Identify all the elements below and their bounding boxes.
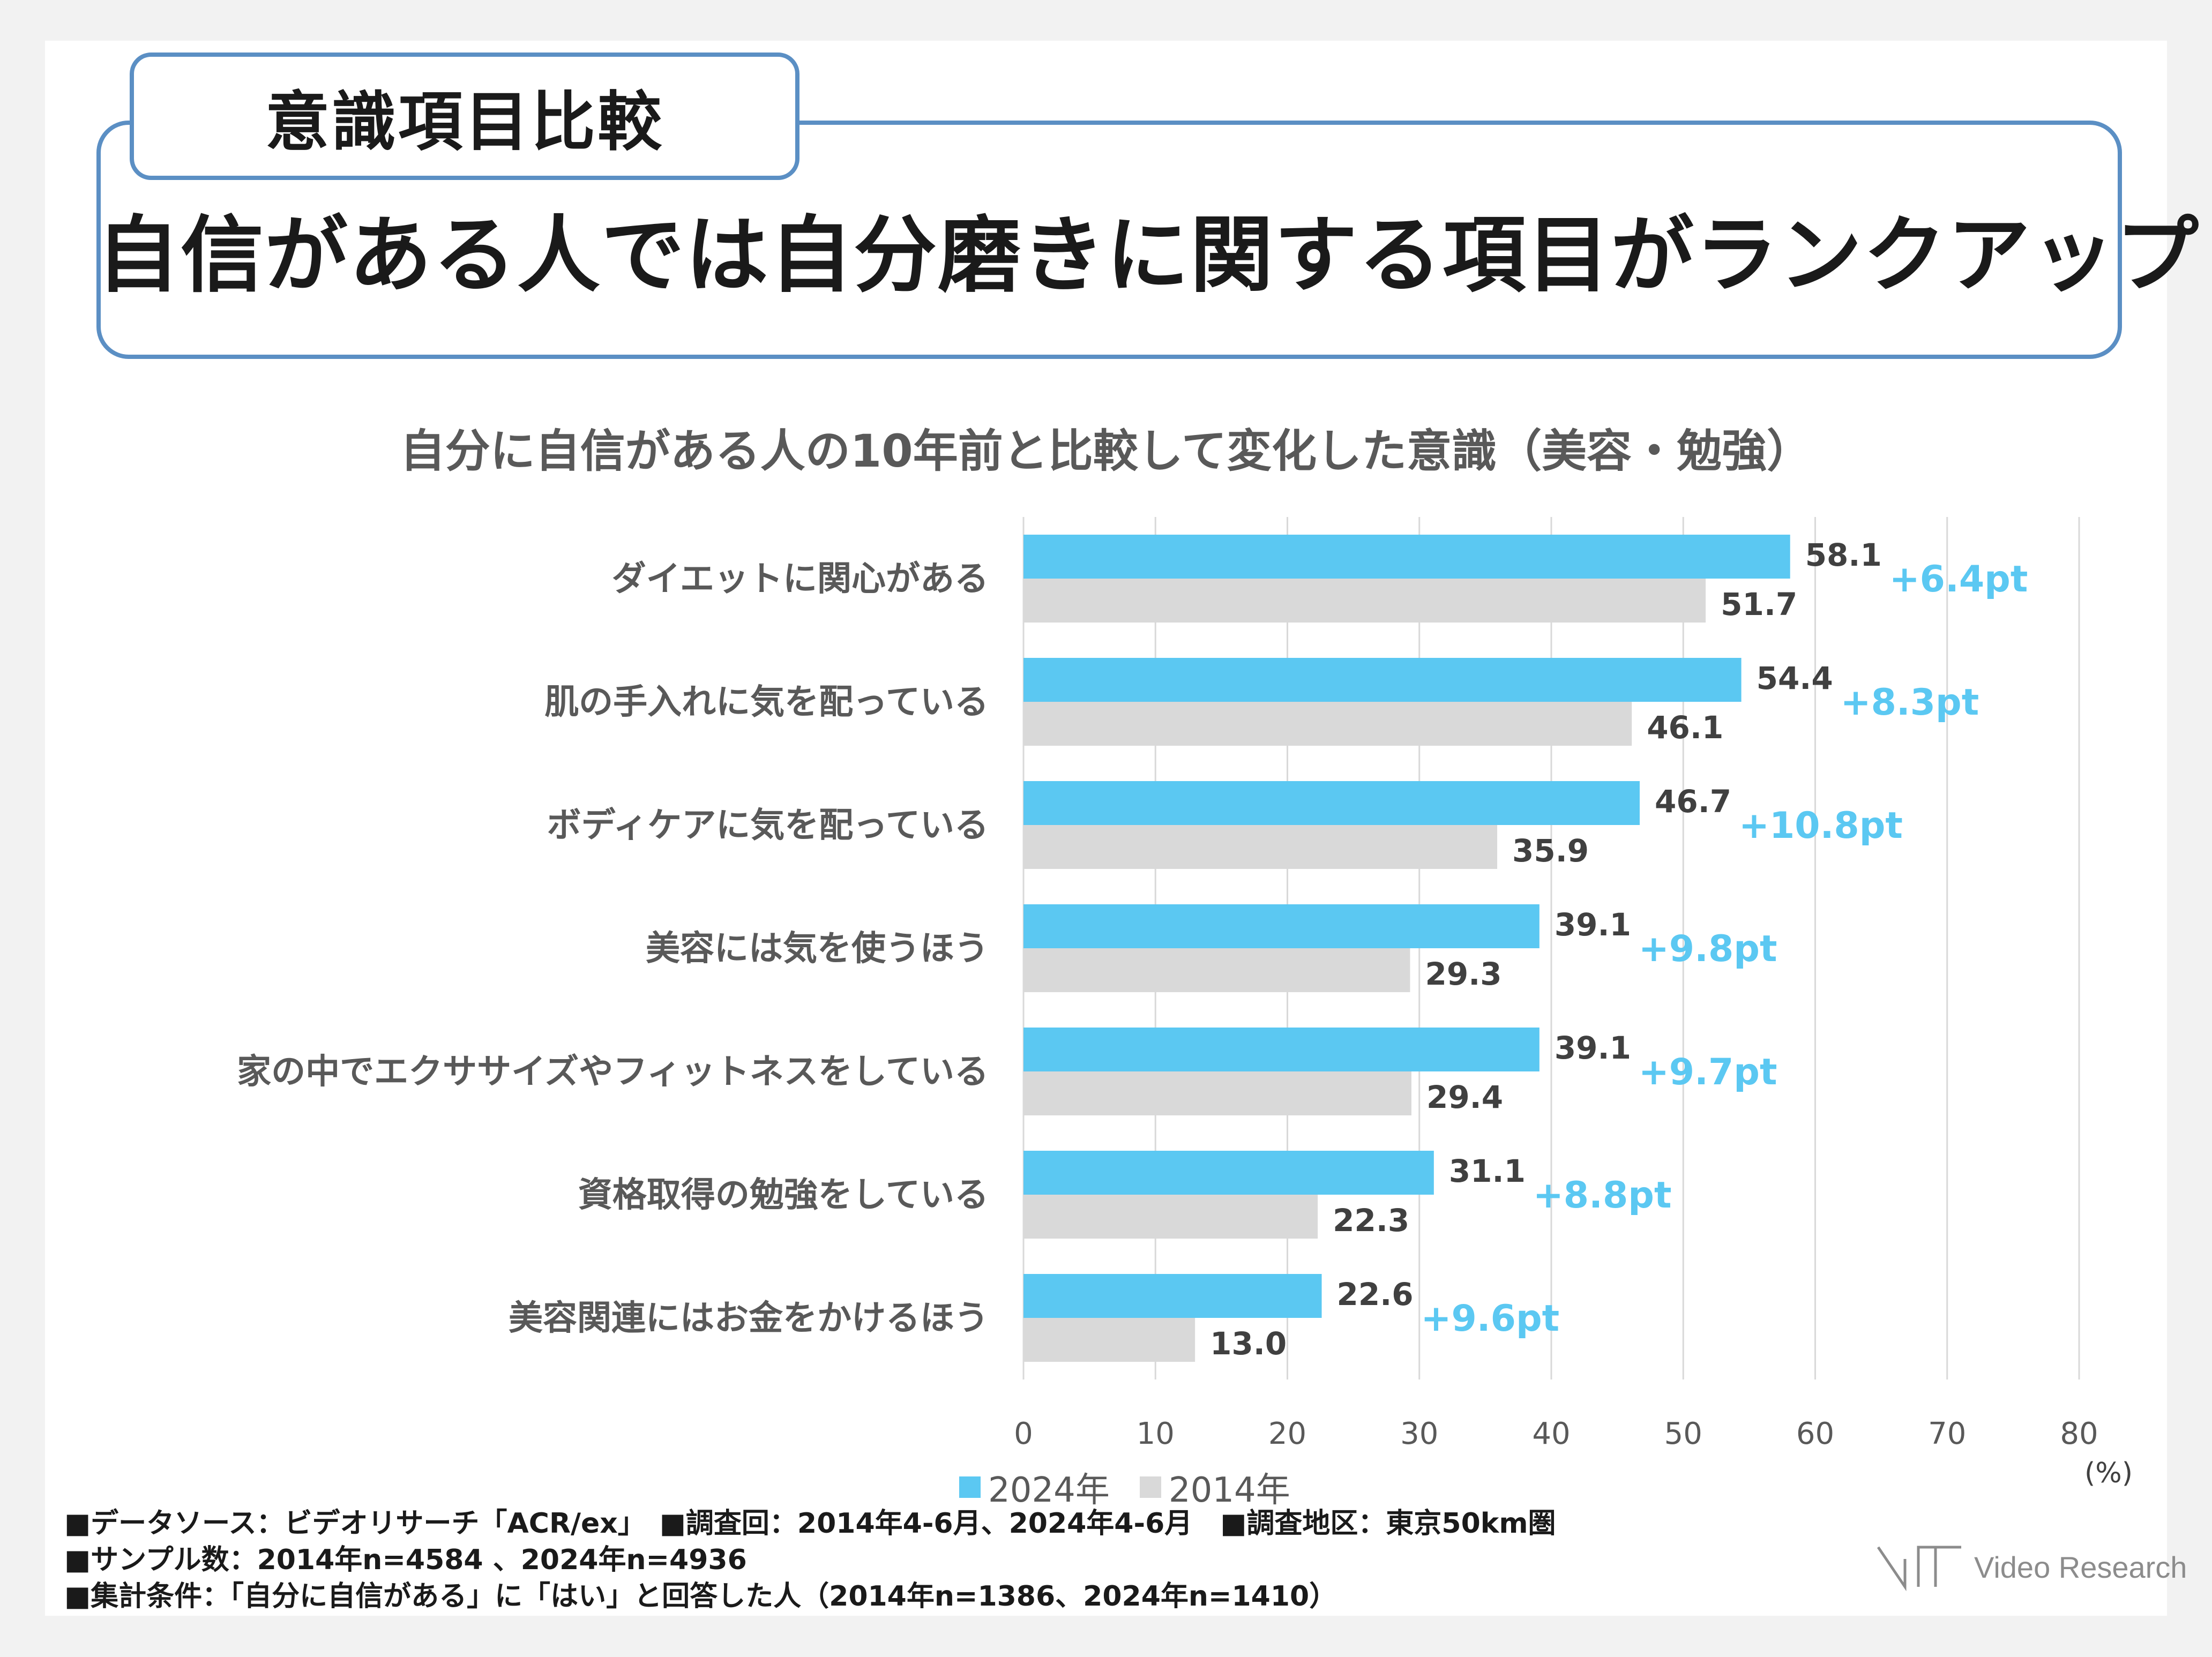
bar-2014	[1023, 1071, 1411, 1115]
difference-label: +6.4pt	[1889, 558, 2028, 601]
value-label-2014: 13.0	[1210, 1325, 1287, 1362]
difference-label: +8.8pt	[1533, 1174, 1672, 1217]
legend: 2024年 2014年	[959, 1463, 1320, 1512]
category-label: 美容には気を使うほう	[646, 929, 989, 969]
x-tick-label: 30	[1400, 1416, 1438, 1451]
bar-2014	[1023, 702, 1632, 746]
brand-name: Video Research	[1974, 1550, 2187, 1584]
value-label-2024: 31.1	[1449, 1153, 1526, 1189]
difference-label: +8.3pt	[1841, 681, 1979, 724]
legend-item-2024: 2024年	[959, 1463, 1110, 1512]
difference-label: +9.7pt	[1639, 1051, 1777, 1093]
category-label: 資格取得の勉強をしている	[578, 1175, 989, 1215]
value-label-2014: 51.7	[1721, 586, 1797, 623]
bar-2014	[1023, 825, 1498, 869]
legend-swatch-2014	[1139, 1476, 1161, 1498]
value-label-2024: 22.6	[1337, 1276, 1414, 1313]
video-research-logo-icon	[1877, 1546, 1961, 1591]
value-label-2014: 46.1	[1647, 709, 1723, 746]
x-tick-label: 0	[1014, 1416, 1033, 1451]
x-tick-label: 80	[2060, 1416, 2098, 1451]
category-label: 肌の手入れに気を配っている	[544, 683, 989, 722]
tag-box: 意識項目比較	[130, 53, 799, 180]
bar-2024	[1023, 1028, 1540, 1071]
category-label: 美容関連にはお金をかけるほう	[509, 1299, 989, 1338]
footnote-sample: ■サンプル数：2014年n=4584 、2024年n=4936	[64, 1544, 747, 1576]
bar-2014	[1023, 1195, 1318, 1239]
brand: Video Research	[1875, 1543, 2187, 1591]
x-tick-label: 60	[1796, 1416, 1834, 1451]
footnote-condition: ■集計条件：「自分に自信がある」に「はい」と回答した人（2014年n=1386、…	[64, 1580, 1337, 1613]
value-label-2014: 29.3	[1425, 956, 1502, 992]
x-tick-label: 50	[1664, 1416, 1702, 1451]
chart-title: 自分に自信がある人の10年前と比較して変化した意識（美容・勉強）	[400, 425, 1812, 477]
legend-label-2024: 2024年	[988, 1471, 1110, 1510]
bar-2024	[1023, 1274, 1322, 1318]
bar-2024	[1023, 535, 1790, 579]
bar-2024	[1023, 1151, 1434, 1195]
value-label-2014: 22.3	[1333, 1202, 1409, 1239]
category-label: 家の中でエクササイズやフィットネスをしている	[237, 1052, 989, 1092]
difference-label: +9.6pt	[1421, 1298, 1560, 1340]
category-label: ボディケアに気を配っている	[547, 806, 989, 845]
bar-2014	[1023, 948, 1410, 992]
bar-2024	[1023, 658, 1742, 702]
value-label-2024: 39.1	[1555, 906, 1631, 943]
x-tick-label: 10	[1137, 1416, 1175, 1451]
difference-label: +10.8pt	[1739, 805, 1903, 847]
value-label-2024: 39.1	[1555, 1030, 1631, 1066]
bar-2014	[1023, 579, 1706, 623]
legend-swatch-2024	[959, 1476, 981, 1498]
bar-2014	[1023, 1318, 1195, 1362]
x-tick-label: 40	[1532, 1416, 1570, 1451]
value-label-2014: 35.9	[1512, 833, 1589, 869]
unit-label: (%)	[2084, 1457, 2133, 1489]
value-label-2014: 29.4	[1426, 1079, 1503, 1115]
category-label: ダイエットに関心がある	[612, 559, 989, 599]
bar-2024	[1023, 904, 1540, 948]
footnote-source: ■データソース：ビデオリサーチ「ACR/ex」 ■調査回：2014年4-6月、2…	[64, 1508, 1556, 1540]
x-tick-label: 70	[1928, 1416, 1966, 1451]
legend-item-2014: 2014年	[1139, 1463, 1290, 1512]
bar-2024	[1023, 781, 1640, 825]
value-label-2024: 54.4	[1757, 660, 1833, 696]
x-tick-label: 20	[1268, 1416, 1306, 1451]
bar-layer	[1023, 535, 1790, 1362]
difference-label: +9.8pt	[1639, 928, 1777, 970]
value-label-2024: 58.1	[1805, 537, 1882, 573]
legend-label-2014: 2014年	[1168, 1471, 1290, 1510]
label-layer: 0 10 20 30 40 50 60 70 80 ダイエットに関心がある 58.151.7 +6.4…	[237, 537, 2098, 1451]
footnotes: ■データソース：ビデオリサーチ「ACR/ex」 ■調査回：2014年4-6月、2…	[64, 1505, 1556, 1615]
value-label-2024: 46.7	[1655, 783, 1731, 820]
headline: 自信がある人では自分磨きに関する項目がランクアップ	[96, 207, 2200, 304]
tag-text: 意識項目比較	[265, 85, 664, 160]
